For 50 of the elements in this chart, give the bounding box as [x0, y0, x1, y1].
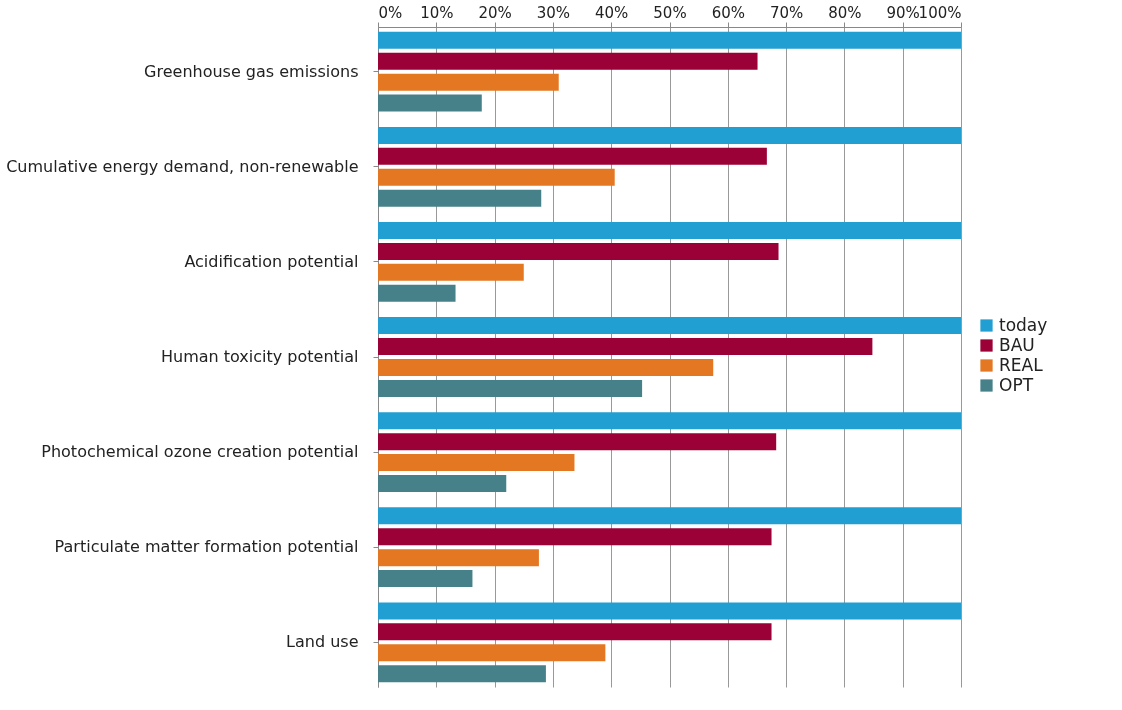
bar: [378, 644, 606, 662]
bar: [378, 507, 961, 525]
y-tick-label: Acidification potential: [184, 251, 359, 271]
bar: [378, 570, 473, 588]
bar: [378, 222, 961, 240]
bar: [378, 52, 758, 70]
legend-label: today: [999, 314, 1048, 335]
bar: [378, 73, 559, 91]
bar: [378, 528, 772, 546]
bar: [378, 284, 456, 302]
bar: [378, 263, 524, 281]
legend-label: BAU: [999, 334, 1035, 355]
legend-label: OPT: [999, 374, 1034, 395]
bar: [378, 147, 767, 165]
bar: [378, 126, 961, 144]
bar: [378, 94, 482, 112]
x-tick-label: 40%: [595, 3, 629, 22]
y-tick-label: Greenhouse gas emissions: [144, 61, 359, 81]
bar: [378, 338, 873, 356]
y-tick-label: Cumulative energy demand, non-renewable: [6, 156, 359, 176]
bar: [378, 358, 714, 376]
bar: [378, 317, 961, 335]
bar: [378, 189, 542, 207]
bar: [378, 602, 961, 620]
x-tick-label: 70%: [769, 3, 804, 22]
y-tick-label: Land use: [286, 632, 359, 652]
bar: [378, 665, 546, 683]
x-tick-label: 20%: [478, 3, 512, 22]
x-tick-label: 80%: [828, 3, 862, 22]
y-tick-label: Photochemical ozone creation potential: [41, 442, 359, 462]
x-tick-label: 10%: [420, 3, 454, 22]
bar: [378, 623, 772, 641]
bar: [378, 454, 575, 472]
x-tick-label: 30%: [536, 3, 571, 22]
bar: [378, 242, 779, 260]
bar: [378, 412, 961, 430]
bar: [378, 168, 615, 186]
bar: [378, 379, 643, 397]
x-tick-label: 100%: [918, 3, 962, 22]
bar: [378, 474, 507, 492]
y-tick-label: Human toxicity potential: [160, 347, 359, 366]
x-tick-label: 0%: [378, 3, 403, 22]
bar: [378, 549, 539, 567]
bar: [378, 433, 777, 451]
y-tick-label: Particulate matter formation potential: [54, 537, 359, 557]
bar: [378, 31, 961, 49]
x-tick-label: 50%: [653, 3, 687, 22]
x-tick-label: 90%: [886, 3, 920, 22]
legend-label: REAL: [999, 354, 1044, 375]
x-tick-label: 60%: [711, 3, 745, 22]
